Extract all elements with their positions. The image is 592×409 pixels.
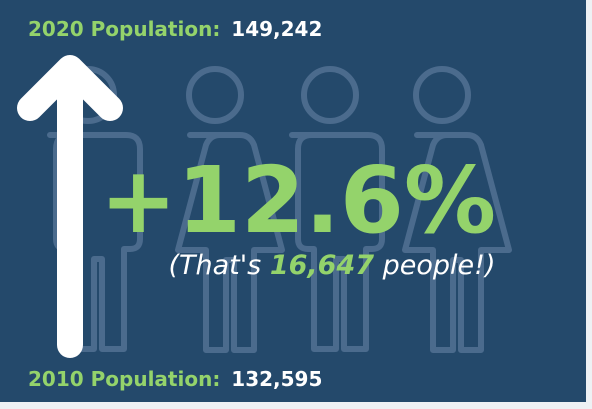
panel [0,0,586,402]
woman-figure-2 [402,66,512,353]
top-value: 149,242 [231,17,322,41]
up-arrow [17,55,123,358]
people-figures [47,66,512,353]
woman-figure-1 [175,66,285,353]
bottom-line: 2010 Population: 132,595 [28,367,322,391]
top-label: 2020 Population: [28,17,220,41]
bottom-value: 132,595 [231,367,322,391]
percent-change: +12.6% [100,147,496,254]
top-line: 2020 Population: 149,242 [28,17,322,41]
note-number: 16,647 [270,250,374,281]
bottom-label: 2010 Population: [28,367,220,391]
note-after: people!) [374,250,495,281]
change-note: (That's 16,647 people!) [168,250,495,281]
note-before: (That's [168,250,269,281]
man-figure-2 [289,66,385,352]
